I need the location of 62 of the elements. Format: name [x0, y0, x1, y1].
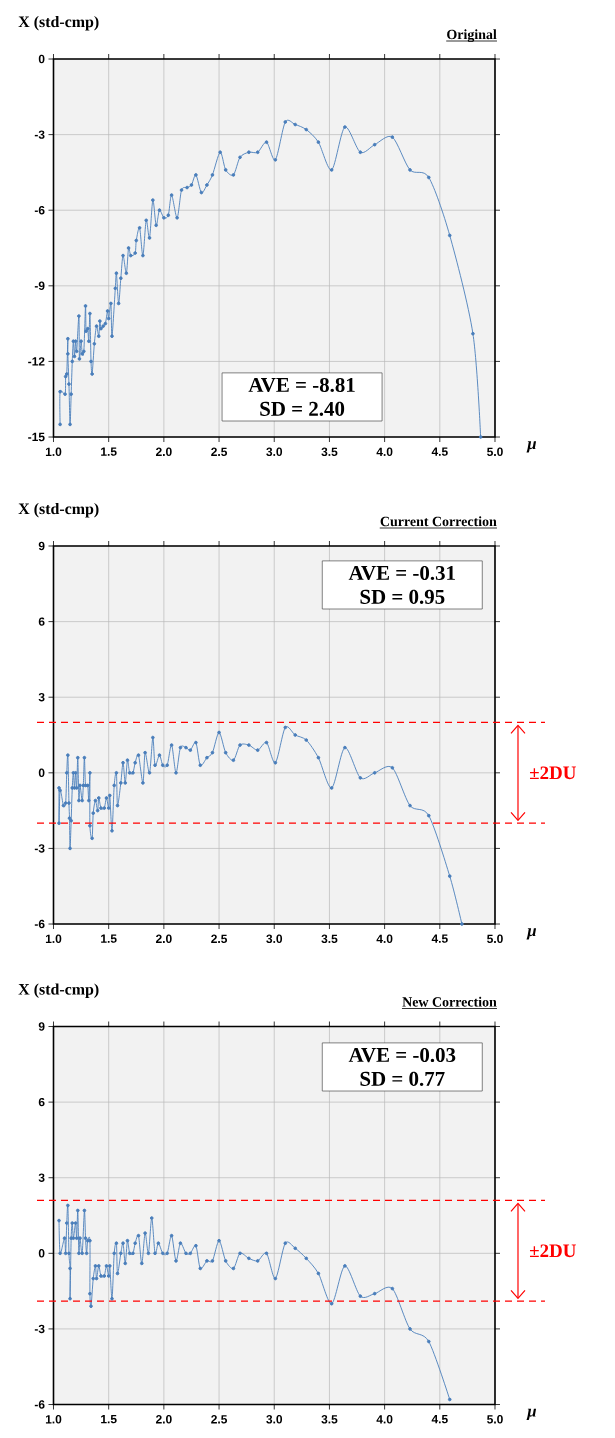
y-tick-label: 0 — [38, 54, 45, 64]
annotation: SD = 0.95 — [360, 589, 445, 605]
text: ±2DU — [529, 1244, 576, 1258]
x-tick-label: 3.0 — [266, 1415, 283, 1424]
annotation: AVE = -0.31 — [348, 565, 455, 581]
x-axis-title: μ — [526, 441, 537, 453]
chart-title: Original — [447, 29, 497, 43]
x-axis-title: μ — [526, 1408, 537, 1421]
chart-title: New Correction — [402, 996, 497, 1007]
y-tick-label: 3 — [38, 692, 45, 702]
y-tick-label: 9 — [38, 541, 45, 551]
annotation: SD = 0.77 — [360, 1071, 445, 1087]
x-tick-label: 4.5 — [431, 934, 448, 943]
x-tick-label: 2.5 — [211, 1415, 228, 1424]
x-tick-label: 5.0 — [487, 934, 503, 943]
y-tick-label: -9 — [34, 281, 45, 291]
y-tick-label: -3 — [34, 1324, 45, 1334]
x-tick-label: 1.0 — [45, 447, 62, 456]
y-tick-label: -12 — [28, 357, 45, 366]
annotation: SD = 2.40 — [260, 401, 345, 417]
x-tick-label: 2.5 — [211, 934, 228, 943]
y-axis-title: X (std-cmp) — [18, 502, 99, 518]
x-tick-label: 1.0 — [45, 934, 62, 943]
x-tick-label: 1.5 — [101, 1415, 117, 1424]
x-tick-label: 3.5 — [321, 934, 338, 944]
x-tick-label: 4.5 — [431, 447, 448, 456]
x-tick-label: 5.0 — [487, 1415, 503, 1424]
x-tick-label: 2.0 — [155, 934, 172, 943]
y-tick-label: 0 — [38, 768, 45, 778]
x-tick-label: 2.0 — [155, 447, 172, 456]
y-tick-label: 6 — [38, 1097, 45, 1107]
x-tick-label: 4.0 — [376, 934, 393, 943]
y-tick-label: -15 — [28, 432, 45, 442]
y-tick-label: 0 — [38, 1249, 45, 1258]
chart-title: Current Correction — [380, 516, 497, 527]
y-tick-label: -3 — [34, 844, 45, 853]
x-tick-label: 4.5 — [431, 1415, 448, 1424]
x-tick-label: 1.0 — [45, 1415, 62, 1424]
annotation: AVE = -8.81 — [248, 377, 355, 393]
x-axis-title: μ — [526, 928, 537, 940]
text: ±2DU — [529, 766, 576, 780]
y-axis-title: X (std-cmp) — [18, 15, 99, 31]
y-tick-label: -6 — [34, 205, 45, 215]
x-tick-label: 3.5 — [321, 1415, 338, 1424]
x-tick-label: 1.5 — [101, 447, 117, 456]
y-tick-label: -6 — [34, 1400, 45, 1409]
y-tick-label: -3 — [34, 130, 45, 139]
x-tick-label: 3.0 — [266, 447, 283, 457]
x-tick-label: 2.5 — [211, 447, 228, 456]
x-tick-label: 4.0 — [376, 447, 393, 456]
x-tick-label: 5.0 — [487, 447, 503, 456]
x-tick-label: 3.5 — [321, 447, 338, 457]
x-tick-label: 3.0 — [266, 934, 283, 944]
x-tick-label: 2.0 — [155, 1415, 172, 1424]
annotation: AVE = -0.03 — [348, 1047, 456, 1063]
y-tick-label: -6 — [34, 919, 45, 929]
x-tick-label: 1.5 — [101, 934, 117, 943]
y-axis-title: X (std-cmp) — [18, 983, 99, 998]
y-tick-label: 6 — [38, 617, 45, 626]
y-tick-label: 9 — [38, 1022, 45, 1031]
y-tick-label: 3 — [38, 1173, 45, 1182]
x-tick-label: 4.0 — [376, 1415, 393, 1424]
